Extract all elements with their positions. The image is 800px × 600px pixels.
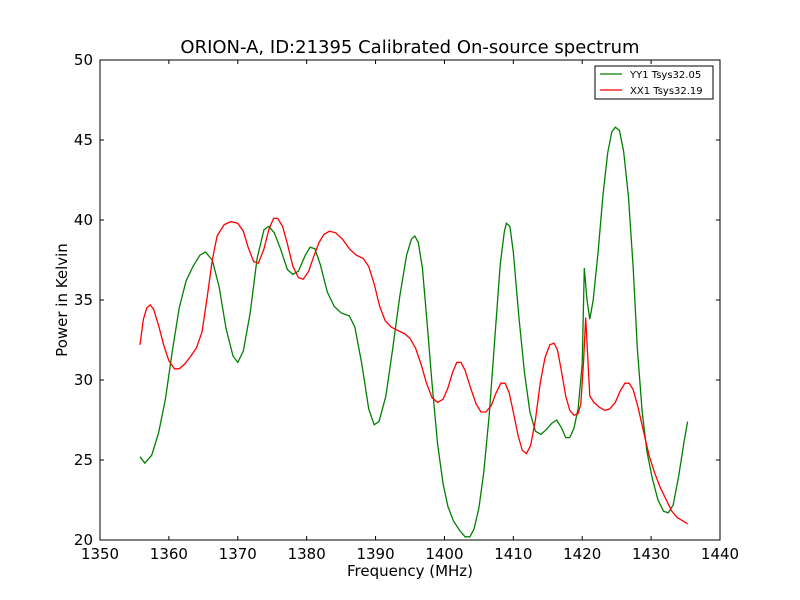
x-tick-label: 1410 xyxy=(494,545,532,563)
x-tick-label: 1390 xyxy=(356,545,394,563)
legend-label-2: XX1 Tsys32.19 xyxy=(630,86,703,97)
x-tick-label: 1360 xyxy=(150,545,188,563)
x-tick-label: 1420 xyxy=(563,545,601,563)
legend-label-1: YY1 Tsys32.05 xyxy=(629,70,701,81)
x-tick-label: 1440 xyxy=(701,545,739,563)
series-line-2 xyxy=(139,217,688,525)
y-tick-label: 35 xyxy=(74,291,93,309)
y-tick-label: 30 xyxy=(74,371,93,389)
y-tick-label: 40 xyxy=(74,211,93,229)
x-axis-label: Frequency (MHz) xyxy=(347,562,473,580)
x-tick-label: 1370 xyxy=(219,545,257,563)
chart-title: ORION-A, ID:21395 Calibrated On-source s… xyxy=(180,37,639,58)
x-tick-label: 1430 xyxy=(632,545,670,563)
y-tick-label: 45 xyxy=(74,131,93,149)
legend-frame xyxy=(594,65,714,100)
x-ticks: 1350 1360 1370 1380 1390 1400 1410 1420 1430 1440 xyxy=(81,60,739,563)
y-ticks: 20 25 30 35 40 45 50 xyxy=(74,51,720,549)
y-tick-label: 25 xyxy=(74,451,93,469)
x-tick-label: 1400 xyxy=(425,545,463,563)
y-tick-label: 20 xyxy=(74,531,93,549)
series-layer xyxy=(139,126,689,538)
series-line-1 xyxy=(139,126,689,538)
legend: YY1 Tsys32.05 XX1 Tsys32.19 xyxy=(594,65,714,100)
y-axis-label: Power in Kelvin xyxy=(53,243,71,357)
y-tick-label: 50 xyxy=(74,51,93,69)
x-tick-label: 1350 xyxy=(81,545,119,563)
x-tick-label: 1380 xyxy=(288,545,326,563)
